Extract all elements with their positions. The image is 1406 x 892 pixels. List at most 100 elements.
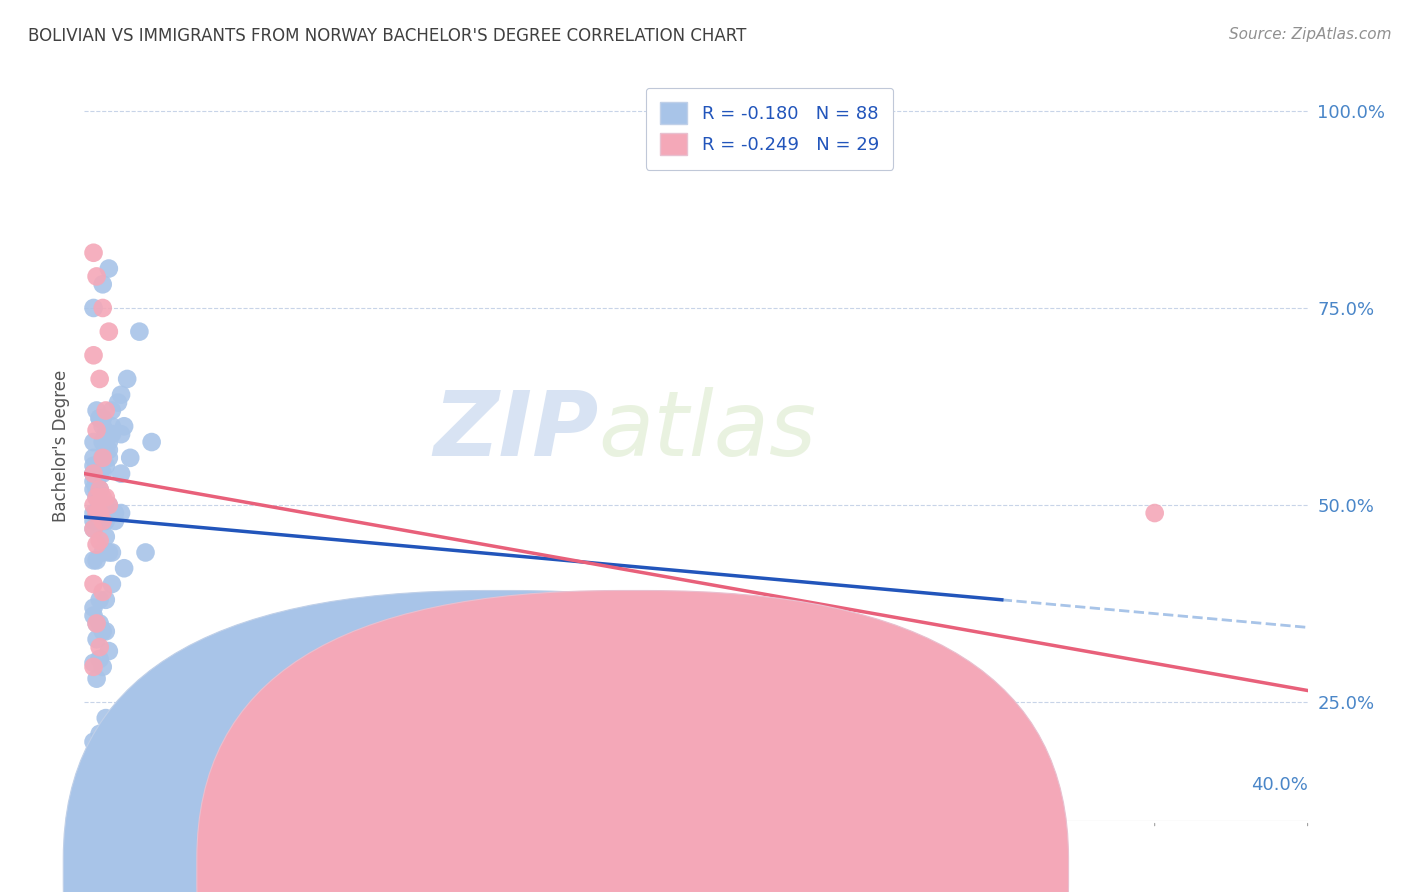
Point (112, 419, 135, 434)
Point (135, 545, 157, 559)
Text: BOLIVIAN VS IMMIGRANTS FROM NORWAY BACHELOR'S DEGREE CORRELATION CHART: BOLIVIAN VS IMMIGRANTS FROM NORWAY BACHE… (28, 27, 747, 45)
Point (94, 506, 117, 520)
Point (91, 450, 114, 465)
Point (83, 348, 105, 362)
Point (94, 442, 117, 457)
Point (101, 419, 124, 434)
Text: 0.0%: 0.0% (84, 776, 129, 794)
Point (91, 660, 114, 674)
Point (89, 467, 111, 481)
Point (86, 616, 108, 631)
Point (91, 624, 114, 639)
Point (101, 427, 124, 442)
Point (101, 403, 124, 417)
Point (83, 553, 105, 567)
Point (91, 514, 114, 528)
Point (89, 498, 111, 512)
Point (83, 656, 105, 670)
Point (94, 458, 117, 473)
Point (97, 450, 120, 465)
Legend: R = -0.180   N = 88, R = -0.249   N = 29: R = -0.180 N = 88, R = -0.249 N = 29 (645, 88, 893, 169)
Point (1143, 506, 1166, 520)
Point (89, 652, 111, 666)
Point (94, 514, 117, 528)
Point (83, 506, 105, 520)
Point (83, 475, 105, 489)
Point (86, 553, 108, 567)
Point (94, 490, 117, 504)
Point (89, 411, 111, 425)
Point (94, 403, 117, 417)
Point (83, 660, 105, 674)
Point (83, 735, 105, 749)
Point (86, 403, 108, 417)
Point (97, 498, 120, 512)
Point (86, 632, 108, 647)
Point (83, 483, 105, 497)
Point (89, 458, 111, 473)
Point (91, 490, 114, 504)
Point (83, 435, 105, 450)
Point (83, 467, 105, 481)
Point (83, 577, 105, 591)
Point (89, 616, 111, 631)
Point (89, 506, 111, 520)
Point (94, 624, 117, 639)
Point (86, 423, 108, 437)
Point (110, 506, 132, 520)
Point (141, 435, 163, 450)
Text: 40.0%: 40.0% (1251, 776, 1308, 794)
Point (89, 514, 111, 528)
Point (89, 372, 111, 386)
Text: atlas: atlas (598, 387, 815, 475)
Point (94, 711, 117, 725)
Point (83, 522, 105, 536)
Point (94, 427, 117, 442)
Point (97, 545, 120, 559)
Point (91, 467, 114, 481)
Text: Source: ZipAtlas.com: Source: ZipAtlas.com (1229, 27, 1392, 42)
Point (89, 498, 111, 512)
Point (86, 616, 108, 631)
Point (91, 301, 114, 315)
Point (86, 475, 108, 489)
Point (83, 514, 105, 528)
Point (83, 458, 105, 473)
Point (83, 600, 105, 615)
Point (97, 442, 120, 457)
Point (97, 325, 120, 339)
Point (91, 411, 114, 425)
Point (89, 533, 111, 548)
Point (97, 498, 120, 512)
Point (91, 277, 114, 292)
Point (89, 458, 111, 473)
Point (97, 261, 120, 276)
Point (94, 592, 117, 607)
Point (83, 301, 105, 315)
Point (94, 442, 117, 457)
Point (86, 458, 108, 473)
Y-axis label: Bachelor's Degree: Bachelor's Degree (52, 370, 70, 522)
Point (101, 577, 124, 591)
Point (83, 498, 105, 512)
Point (89, 640, 111, 654)
Point (112, 561, 135, 575)
Point (86, 490, 108, 504)
Point (91, 545, 114, 559)
Point (83, 450, 105, 465)
Point (83, 522, 105, 536)
Point (89, 411, 111, 425)
Point (83, 608, 105, 623)
Point (97, 644, 120, 658)
Point (110, 467, 132, 481)
Point (86, 538, 108, 552)
Point (107, 395, 129, 409)
Point (94, 530, 117, 544)
Point (128, 325, 150, 339)
Point (89, 483, 111, 497)
Text: Immigrants from Norway: Immigrants from Norway (651, 861, 859, 879)
Point (83, 467, 105, 481)
Point (115, 372, 138, 386)
Point (89, 458, 111, 473)
Point (89, 592, 111, 607)
